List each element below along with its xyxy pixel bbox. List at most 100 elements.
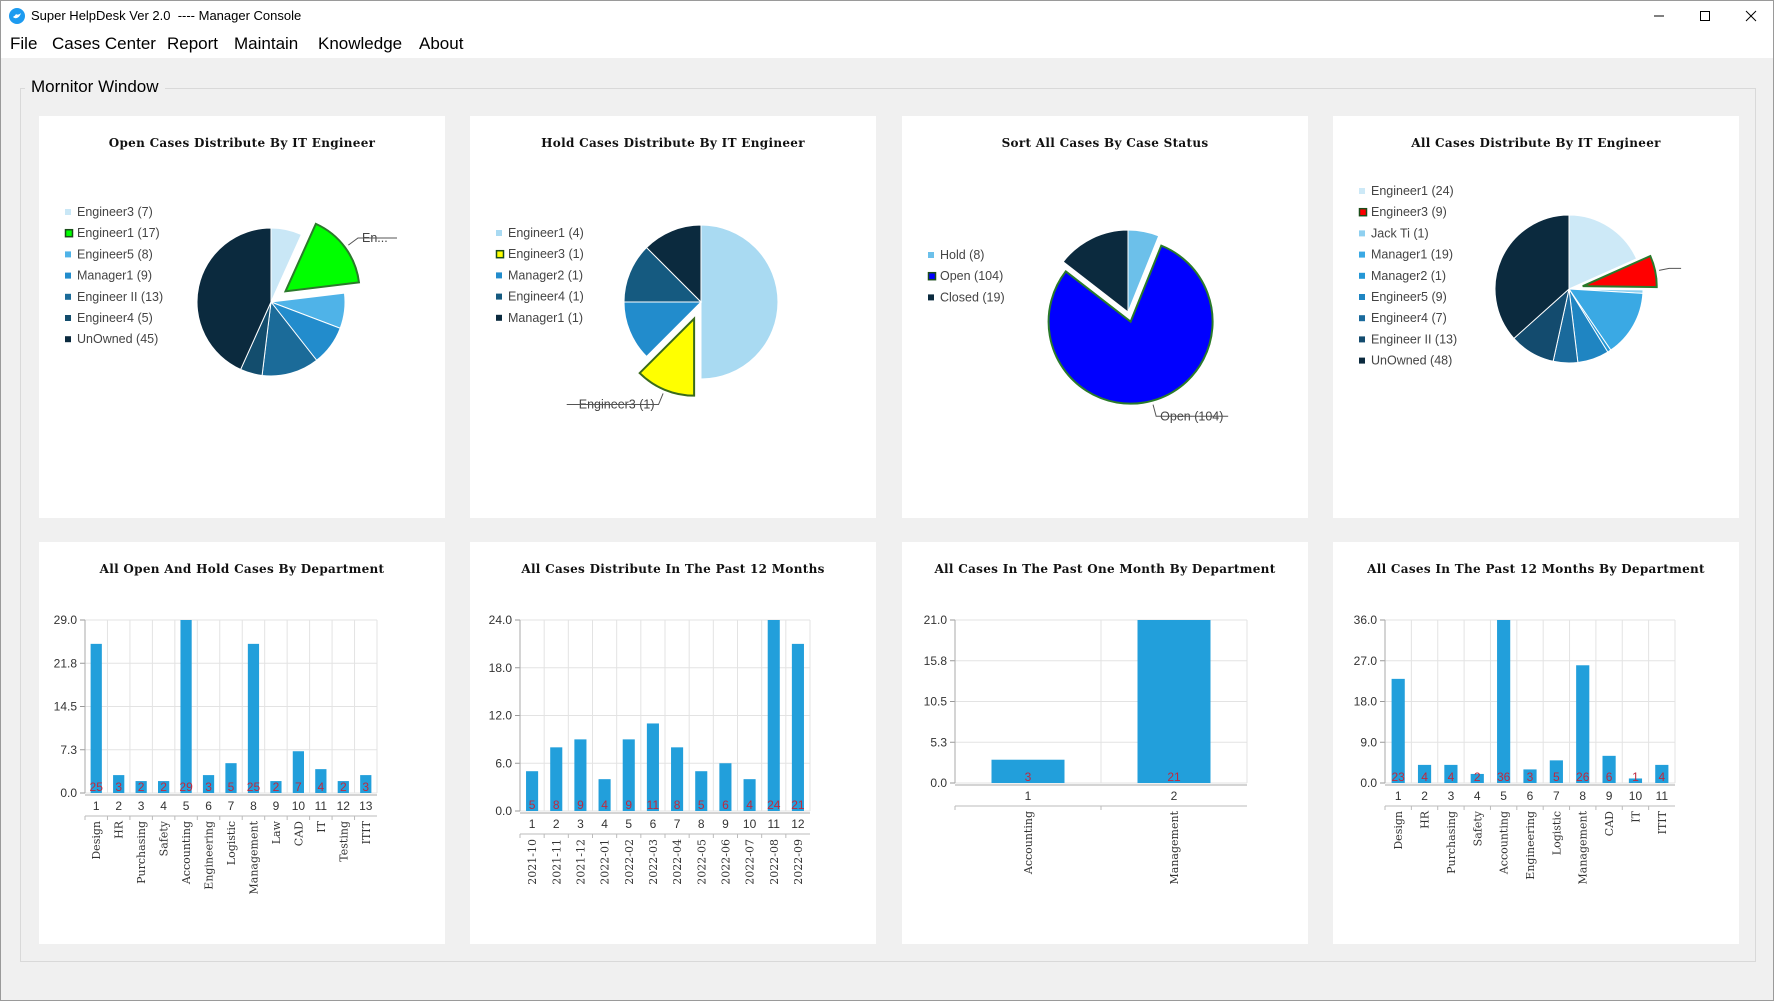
bar-value-label: 3 — [1527, 770, 1534, 784]
bar[interactable] — [1444, 764, 1458, 783]
bar[interactable] — [791, 643, 804, 811]
pie-slice[interactable] — [283, 222, 361, 293]
maximize-button[interactable] — [1682, 1, 1728, 31]
x-tick-label: 9 — [273, 799, 280, 813]
menu-cases-center[interactable]: Cases Center — [52, 34, 156, 53]
chart-panel-12-months-by-department: All Cases In The Past 12 Months By Depar… — [1333, 542, 1739, 944]
bar-value-label: 8 — [674, 798, 681, 812]
pie-slice[interactable] — [1047, 244, 1214, 405]
callout-leader — [566, 393, 664, 406]
bar[interactable] — [1470, 773, 1484, 783]
legend-swatch — [927, 271, 937, 281]
category-label: Logistic — [225, 821, 238, 865]
pie-slice[interactable] — [623, 301, 703, 358]
x-tick-label: 8 — [1579, 789, 1586, 803]
legend-entry: Engineer5 (8) — [65, 247, 153, 261]
category-label: IT — [315, 820, 328, 832]
pie-slice[interactable] — [1568, 288, 1644, 351]
bar[interactable] — [360, 775, 372, 793]
bar[interactable] — [550, 747, 563, 811]
category-label: Accounting — [1022, 811, 1035, 875]
category-label: Engineering — [203, 821, 216, 890]
bar[interactable] — [225, 763, 237, 793]
legend-swatch — [65, 272, 71, 279]
category-label: Testing — [337, 821, 350, 862]
x-tick-label: 11 — [1656, 789, 1669, 803]
bar[interactable] — [743, 779, 756, 811]
bar[interactable] — [1576, 665, 1590, 783]
legend-swatch — [496, 293, 502, 300]
bar[interactable] — [1137, 620, 1211, 783]
x-tick-label: 4 — [601, 817, 608, 831]
minimize-button[interactable] — [1636, 1, 1682, 31]
bar[interactable] — [991, 759, 1065, 783]
pie-slice[interactable] — [261, 300, 318, 377]
bar[interactable] — [158, 781, 170, 793]
bar[interactable] — [1417, 764, 1432, 783]
pie-slice[interactable] — [638, 316, 696, 397]
pie-slice[interactable] — [1582, 254, 1658, 289]
bar[interactable] — [719, 763, 732, 811]
bar[interactable] — [1523, 769, 1537, 783]
close-button[interactable] — [1728, 1, 1774, 31]
legend-entry: Manager1 (9) — [65, 269, 152, 283]
bar[interactable] — [767, 620, 780, 811]
bar[interactable] — [1549, 760, 1563, 783]
bar[interactable] — [90, 643, 102, 793]
legend-swatch — [65, 209, 71, 215]
bar[interactable] — [270, 781, 282, 793]
bar[interactable] — [292, 751, 304, 793]
x-tick-label: 7 — [228, 799, 235, 813]
category-label: 2021-11 — [550, 839, 563, 885]
bar-value-label: 8 — [553, 798, 560, 812]
bar-value-label: 1 — [1632, 770, 1639, 784]
menu-maintain[interactable]: Maintain — [234, 34, 299, 53]
bar[interactable] — [646, 723, 659, 811]
bar[interactable] — [315, 769, 327, 793]
callout-leader — [1658, 267, 1682, 271]
menu-report[interactable]: Report — [167, 34, 219, 53]
menu-knowledge[interactable]: Knowledge — [318, 34, 403, 53]
bar-value-label: 2 — [273, 780, 280, 794]
bar[interactable] — [180, 620, 192, 793]
pie-slice[interactable] — [623, 246, 703, 303]
legend-entry: Hold (8) — [928, 248, 984, 262]
bar[interactable] — [671, 747, 684, 811]
bar[interactable] — [622, 739, 635, 811]
legend-swatch — [1359, 272, 1365, 279]
legend-label: Engineer1 (4) — [508, 226, 584, 240]
x-tick-label: 2 — [553, 817, 560, 831]
bar[interactable] — [202, 775, 215, 793]
legend-swatch — [65, 336, 71, 343]
bar[interactable] — [1391, 678, 1405, 783]
pie-slice[interactable] — [196, 227, 272, 371]
menu-about[interactable]: About — [419, 34, 464, 53]
legend-entry: Engineer3 (9) — [1358, 205, 1447, 219]
bar[interactable] — [135, 781, 147, 793]
bar[interactable] — [1497, 620, 1511, 783]
bar[interactable] — [247, 643, 260, 793]
pie-slice[interactable] — [1494, 214, 1570, 340]
pie-slice[interactable] — [700, 224, 779, 380]
pie-slice[interactable] — [1568, 214, 1638, 290]
bar[interactable] — [337, 781, 349, 793]
menu-file[interactable]: File — [10, 34, 38, 53]
bar[interactable] — [598, 779, 611, 811]
bar[interactable] — [1655, 764, 1669, 783]
y-tick-label: 0.0 — [930, 776, 947, 790]
x-tick-label: 10 — [1629, 789, 1643, 803]
bar[interactable] — [1628, 778, 1643, 783]
bar[interactable] — [574, 739, 587, 811]
bar[interactable] — [526, 771, 539, 811]
pie-slice[interactable] — [645, 224, 702, 304]
pie-slice[interactable] — [1062, 229, 1129, 314]
legend-entry: Manager2 (1) — [1359, 269, 1446, 283]
bar[interactable] — [695, 771, 708, 811]
bar[interactable] — [113, 775, 125, 793]
callout-leader — [348, 237, 397, 246]
bar[interactable] — [1602, 755, 1616, 783]
bar-value-label: 4 — [318, 780, 325, 794]
pie-chart-hold-by-engineer: Engineer1 (4) Engineer3 (1) Manager2 (1) En… — [495, 224, 779, 412]
bar-value-label: 5 — [1553, 770, 1560, 784]
